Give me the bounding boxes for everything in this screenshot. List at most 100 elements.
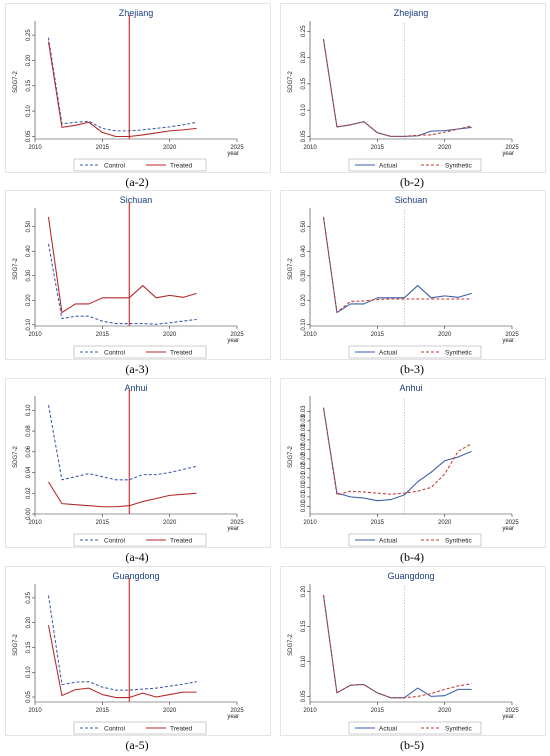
x-tick-label: 2015 xyxy=(371,520,385,526)
x-tick-label: 2010 xyxy=(28,520,42,526)
y-tick-label: 0.10 xyxy=(301,318,307,330)
legend-label: Treated xyxy=(170,725,193,732)
legend-box xyxy=(348,533,482,547)
y-tick-label: 0.50 xyxy=(301,220,307,232)
chart-title: Anhui xyxy=(124,383,147,393)
chart-panel-a-5: Guangdong 0.05 0.10 0.15 0.20 0.25 2010 2015 202… xyxy=(5,566,271,756)
x-axis-label: year xyxy=(227,151,239,157)
chart-svg: Anhui 0.00 0.02 0.04 0.06 0.08 0.10 2010 2015 202… xyxy=(13,383,244,547)
x-axis-label: year xyxy=(502,338,514,344)
series-line-treated xyxy=(47,41,197,137)
x-tick-label: 2025 xyxy=(505,520,519,526)
y-tick-label: 0.40 xyxy=(301,245,307,257)
series-line-control xyxy=(47,405,197,481)
y-tick-label: 0.01 xyxy=(301,481,307,493)
chart-svg: Anhui0.010.010.010.010.020.020.020.020.0… xyxy=(288,383,519,547)
chart-panel-b-3: Sichuan 0.10 0.20 0.30 0.40 0.50 2010 2015 2020 2… xyxy=(280,190,546,380)
chart-frame xyxy=(5,190,271,360)
y-tick-label: 0.02 xyxy=(301,433,307,445)
chart-frame xyxy=(280,190,546,360)
legend-box xyxy=(73,533,207,547)
x-tick-label: 2010 xyxy=(303,145,317,151)
legend-label: Actual xyxy=(379,162,398,169)
chart-title: Sichuan xyxy=(120,195,153,205)
figure-caption: (b-4) xyxy=(400,550,424,564)
y-tick-label: 0.10 xyxy=(301,104,307,116)
y-tick-label: 0.02 xyxy=(301,443,307,455)
chart-panel-b-5: Guangdong 0.05 0.10 0.15 0.20 2010 2015 2020 202… xyxy=(280,566,546,756)
figure-caption: (b-2) xyxy=(400,175,424,189)
series-line-actual xyxy=(322,39,472,137)
y-tick-label: 0.03 xyxy=(301,405,307,417)
x-tick-label: 2025 xyxy=(505,145,519,151)
chart-title: Zhejiang xyxy=(119,8,154,18)
chart-title: Anhui xyxy=(399,383,422,393)
y-tick-label: 0.05 xyxy=(301,130,307,142)
x-tick-label: 2025 xyxy=(505,708,519,714)
y-axis-label: SDG7-2 xyxy=(288,446,294,468)
chart-frame xyxy=(5,566,271,736)
legend-box xyxy=(73,345,207,359)
figure-caption: (a-2) xyxy=(125,175,149,189)
chart-panel-a-2: Zhejiang 0.05 0.10 0.15 0.20 0.25 2010 2015 2020… xyxy=(5,3,271,193)
series-line-synthetic xyxy=(322,39,472,137)
y-tick-label: 0.15 xyxy=(301,620,307,632)
y-tick-label: 0.20 xyxy=(301,585,307,597)
x-tick-label: 2010 xyxy=(28,332,42,338)
y-tick-label: 0.30 xyxy=(301,269,307,281)
x-tick-label: 2020 xyxy=(438,520,452,526)
x-axis-label: year xyxy=(502,151,514,157)
y-tick-label: 0.01 xyxy=(301,500,307,512)
legend-box xyxy=(348,345,482,359)
y-tick-label: 0.01 xyxy=(301,471,307,483)
chart-svg: Zhejiang 0.05 0.10 0.15 0.20 0.25 2010 2015 2020… xyxy=(288,8,519,172)
x-tick-label: 2015 xyxy=(96,708,110,714)
chart-title: Sichuan xyxy=(395,195,428,205)
series-line-actual xyxy=(322,216,472,314)
legend-label: Treated xyxy=(170,537,193,544)
y-tick-label: 0.20 xyxy=(301,51,307,63)
y-tick-label: 0.10 xyxy=(26,318,32,330)
x-tick-label: 2020 xyxy=(163,145,177,151)
chart-svg: Sichuan 0.10 0.20 0.30 0.40 0.50 2010 2015 2020 2… xyxy=(288,195,519,359)
x-tick-label: 2020 xyxy=(163,708,177,714)
y-tick-label: 0.25 xyxy=(26,591,32,603)
legend-box xyxy=(348,158,482,172)
series-line-control xyxy=(47,243,197,325)
y-tick-label: 0.03 xyxy=(301,414,307,426)
y-tick-label: 0.20 xyxy=(26,294,32,306)
y-tick-label: 0.15 xyxy=(301,77,307,89)
y-tick-label: 0.08 xyxy=(26,425,32,437)
series-line-actual xyxy=(322,407,472,502)
legend-label: Control xyxy=(104,725,126,732)
y-tick-label: 0.25 xyxy=(26,29,32,41)
y-tick-label: 0.20 xyxy=(301,294,307,306)
x-tick-label: 2025 xyxy=(230,145,244,151)
y-tick-label: 0.10 xyxy=(26,105,32,117)
y-tick-label: 0.20 xyxy=(26,54,32,66)
legend-label: Treated xyxy=(170,162,193,169)
legend-label: Actual xyxy=(379,537,398,544)
y-tick-label: 0.05 xyxy=(301,690,307,702)
y-tick-label: 0.50 xyxy=(26,220,32,232)
series-line-treated xyxy=(47,625,197,699)
legend-box xyxy=(348,721,482,735)
x-tick-label: 2015 xyxy=(96,520,110,526)
x-tick-label: 2020 xyxy=(163,332,177,338)
chart-svg: Guangdong 0.05 0.10 0.15 0.20 0.25 2010 2015 202… xyxy=(13,571,244,735)
series-line-treated xyxy=(47,216,197,314)
legend-label: Control xyxy=(104,537,126,544)
chart-frame xyxy=(280,3,546,173)
figure-caption: (a-3) xyxy=(125,362,149,376)
y-tick-label: 0.02 xyxy=(301,462,307,474)
y-axis-label: SDG7-2 xyxy=(288,258,294,280)
x-tick-label: 2020 xyxy=(163,520,177,526)
series-line-actual xyxy=(322,594,472,699)
y-tick-label: 0.30 xyxy=(26,269,32,281)
x-tick-label: 2025 xyxy=(230,708,244,714)
x-axis-label: year xyxy=(502,526,514,532)
chart-panel-b-2: Zhejiang 0.05 0.10 0.15 0.20 0.25 2010 2015 2020… xyxy=(280,3,546,193)
x-tick-label: 2015 xyxy=(96,332,110,338)
figure-caption: (b-5) xyxy=(400,738,424,752)
series-line-control xyxy=(47,595,197,691)
